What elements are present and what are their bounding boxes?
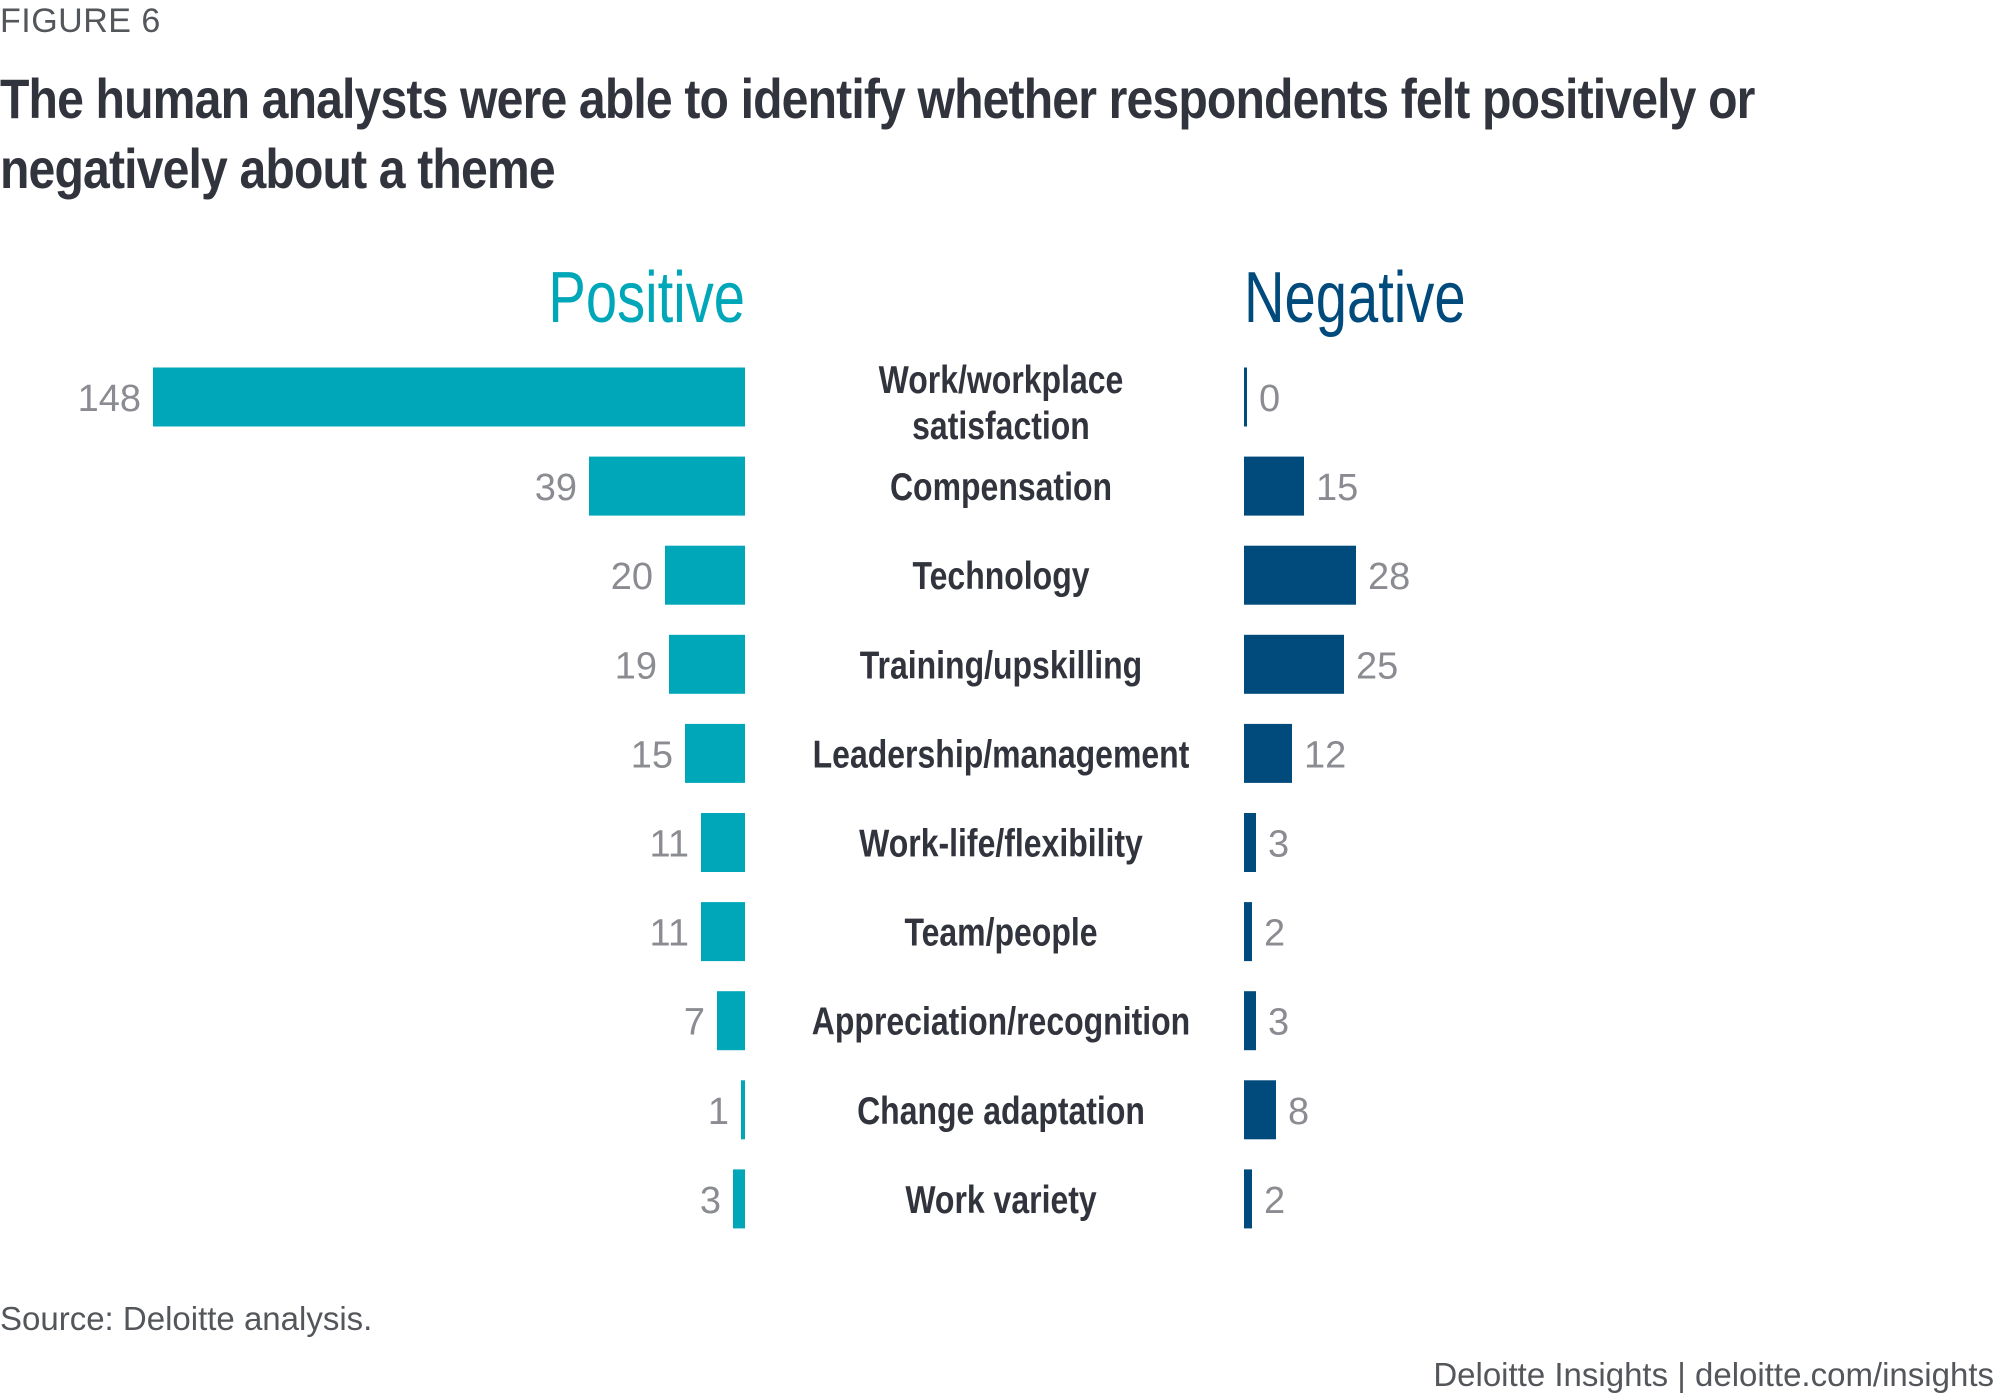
positive-value-label: 15 (631, 734, 673, 776)
source-note: Source: Deloitte analysis. (0, 1300, 373, 1337)
negative-value-label: 12 (1304, 734, 1346, 776)
negative-bar (1244, 1169, 1252, 1229)
negative-bar (1244, 367, 1247, 427)
positive-bar (669, 634, 745, 694)
category-label-line: satisfaction (912, 404, 1090, 448)
negative-series: 0 15 28 25 12 3 2 3 8 2 (1244, 367, 1410, 1229)
category-label: Training/upskilling (860, 643, 1142, 687)
category-labels: Work/workplace satisfaction Compensation Te… (812, 358, 1190, 1222)
category-label: Leadership/management (813, 732, 1190, 776)
negative-bar (1244, 456, 1304, 516)
negative-value-label: 2 (1264, 1180, 1285, 1222)
negative-bar (1244, 991, 1256, 1051)
negative-value-label: 3 (1268, 1002, 1289, 1044)
negative-value-label: 25 (1356, 645, 1398, 687)
negative-bar (1244, 902, 1252, 962)
category-label: Technology (912, 554, 1089, 598)
negative-value-label: 28 (1368, 556, 1410, 598)
positive-bar (589, 456, 745, 516)
negative-bar (1244, 545, 1356, 605)
category-label: Team/people (904, 911, 1097, 955)
negative-bar (1244, 634, 1344, 694)
negative-bar (1244, 723, 1292, 783)
positive-value-label: 1 (708, 1091, 729, 1133)
positive-value-label: 3 (700, 1180, 721, 1222)
legend-positive-header: Positive (548, 257, 745, 337)
positive-series: 148 39 20 19 15 11 11 7 1 3 (78, 367, 745, 1229)
positive-value-label: 19 (615, 645, 657, 687)
category-label: Work/workplace satisfaction (879, 358, 1124, 448)
positive-bar (665, 545, 745, 605)
negative-value-label: 3 (1268, 824, 1289, 866)
positive-value-label: 148 (78, 378, 141, 420)
category-label: Change adaptation (857, 1089, 1145, 1133)
positive-value-label: 11 (650, 913, 689, 955)
positive-bar (701, 902, 745, 962)
positive-bar (741, 1080, 745, 1140)
negative-value-label: 0 (1259, 378, 1280, 420)
positive-bar (701, 813, 745, 872)
positive-bar (153, 367, 745, 427)
positive-bar (717, 991, 745, 1051)
legend-negative-header: Negative (1244, 257, 1466, 337)
category-label: Work-life/flexibility (859, 822, 1143, 866)
category-label: Compensation (890, 465, 1112, 509)
brand-footer: Deloitte Insights | deloitte.com/insight… (1433, 1356, 1994, 1393)
negative-bar (1244, 813, 1256, 872)
positive-value-label: 20 (611, 556, 653, 598)
positive-value-label: 7 (684, 1002, 705, 1044)
negative-value-label: 15 (1316, 467, 1358, 509)
positive-bar (685, 723, 745, 783)
negative-value-label: 8 (1288, 1091, 1309, 1133)
category-label: Appreciation/recognition (812, 1000, 1190, 1044)
category-label-line: Work/workplace (879, 358, 1124, 402)
positive-bar (733, 1169, 745, 1229)
negative-bar (1244, 1080, 1276, 1140)
figure-label: FIGURE 6 (0, 2, 161, 40)
negative-value-label: 2 (1264, 913, 1285, 955)
positive-value-label: 39 (535, 467, 577, 509)
chart-title: The human analysts were able to identify… (0, 67, 1755, 200)
positive-value-label: 11 (650, 824, 689, 866)
category-label: Work variety (905, 1178, 1096, 1222)
